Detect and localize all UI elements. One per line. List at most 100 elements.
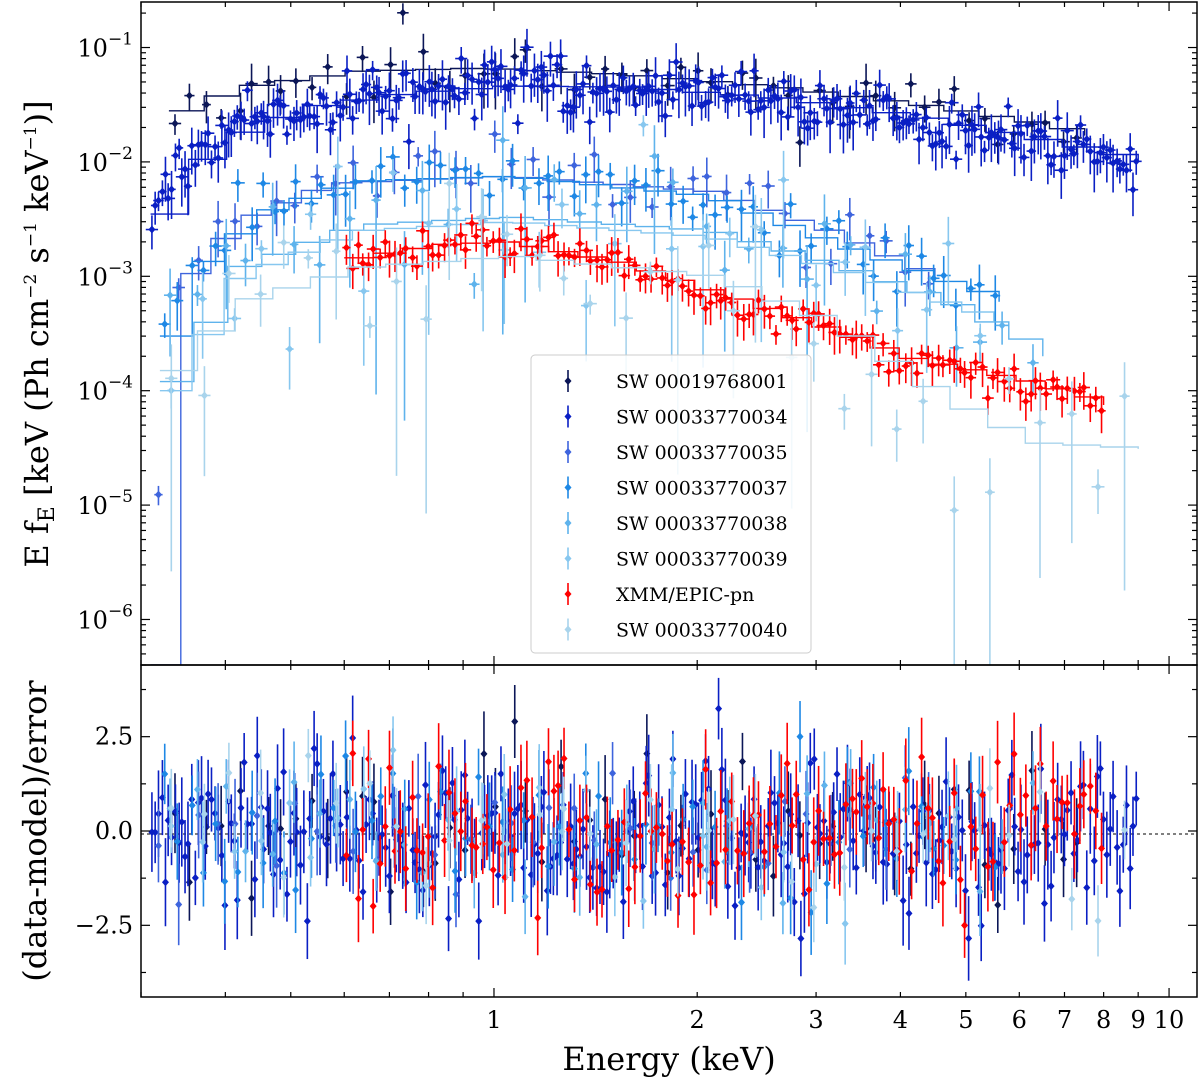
data-point bbox=[576, 209, 584, 218]
data-point bbox=[567, 108, 575, 117]
residual-point bbox=[826, 834, 834, 843]
model-curve bbox=[159, 175, 1000, 337]
residual-point bbox=[555, 822, 563, 831]
data-point bbox=[968, 120, 976, 129]
data-point bbox=[369, 65, 377, 74]
data-point bbox=[339, 103, 347, 112]
data-point bbox=[852, 89, 860, 98]
residual-point bbox=[1132, 794, 1140, 803]
residual-point bbox=[307, 853, 315, 862]
residual-point bbox=[1060, 855, 1068, 864]
data-point bbox=[424, 242, 432, 251]
residual-point bbox=[788, 877, 796, 886]
data-point bbox=[866, 231, 874, 240]
data-point bbox=[435, 251, 443, 260]
data-point bbox=[685, 287, 693, 296]
data-point bbox=[708, 73, 716, 82]
data-point bbox=[820, 321, 828, 330]
data-point bbox=[668, 277, 676, 286]
residual-point bbox=[445, 914, 453, 923]
residual-point bbox=[852, 807, 860, 816]
data-point bbox=[986, 488, 994, 497]
residual-point bbox=[257, 788, 265, 797]
data-point bbox=[366, 321, 374, 330]
data-point bbox=[365, 89, 373, 98]
residual-point bbox=[419, 848, 427, 857]
data-point bbox=[690, 291, 698, 300]
data-point bbox=[462, 245, 470, 254]
data-point bbox=[570, 161, 578, 170]
data-point bbox=[290, 240, 298, 249]
data-point bbox=[586, 256, 594, 265]
data-point bbox=[431, 97, 439, 106]
data-point bbox=[1063, 384, 1071, 393]
data-point bbox=[195, 256, 203, 265]
residual-point bbox=[283, 890, 291, 899]
data-point bbox=[977, 132, 985, 141]
residual-point bbox=[868, 827, 876, 836]
residual-point bbox=[603, 822, 611, 831]
residual-point bbox=[830, 850, 838, 859]
data-point bbox=[879, 339, 887, 348]
residual-point bbox=[517, 783, 525, 792]
residual-point bbox=[771, 798, 779, 807]
data-point bbox=[800, 117, 808, 126]
data-point bbox=[457, 54, 465, 63]
data-point bbox=[204, 129, 212, 138]
data-point bbox=[569, 103, 577, 112]
data-point bbox=[507, 80, 515, 89]
residual-point bbox=[1116, 887, 1124, 896]
data-point bbox=[462, 164, 470, 173]
residual-point bbox=[707, 878, 715, 887]
spectrum-data bbox=[145, 3, 1142, 665]
data-point bbox=[754, 296, 762, 305]
data-point bbox=[721, 266, 729, 275]
residual-point bbox=[961, 921, 969, 930]
data-point bbox=[590, 150, 598, 159]
residual-point bbox=[178, 817, 186, 826]
data-point bbox=[167, 374, 175, 383]
data-point bbox=[495, 236, 503, 245]
data-point bbox=[952, 155, 960, 164]
data-point bbox=[346, 90, 354, 99]
data-point bbox=[603, 87, 611, 96]
data-point bbox=[1093, 157, 1101, 166]
residual-point bbox=[885, 819, 893, 828]
data-point bbox=[375, 88, 383, 97]
residual-point bbox=[962, 886, 970, 895]
data-point bbox=[764, 182, 772, 191]
data-point bbox=[349, 114, 357, 123]
data-point bbox=[598, 262, 606, 271]
residual-point bbox=[1011, 822, 1019, 831]
data-point bbox=[783, 311, 791, 320]
data-point bbox=[586, 73, 594, 82]
data-point bbox=[948, 98, 956, 107]
data-point bbox=[520, 69, 528, 78]
residual-point bbox=[586, 829, 594, 838]
data-point bbox=[847, 240, 855, 249]
data-point bbox=[419, 47, 427, 56]
residual-point bbox=[286, 798, 294, 807]
data-point bbox=[1080, 383, 1088, 392]
data-point bbox=[836, 104, 844, 113]
data-point bbox=[780, 77, 788, 86]
data-point bbox=[164, 194, 172, 203]
residual-point bbox=[810, 903, 818, 912]
data-point bbox=[290, 117, 298, 126]
data-point bbox=[799, 304, 807, 313]
x-tick-label: 4 bbox=[893, 1006, 908, 1034]
data-point bbox=[722, 293, 730, 302]
data-point bbox=[816, 81, 824, 90]
data-point bbox=[472, 232, 480, 241]
data-point bbox=[191, 161, 199, 170]
data-point bbox=[679, 197, 687, 206]
data-point bbox=[741, 91, 749, 100]
data-point bbox=[1063, 126, 1071, 135]
data-point bbox=[1086, 147, 1094, 156]
data-point bbox=[346, 214, 354, 223]
residual-point bbox=[668, 805, 676, 814]
data-point bbox=[475, 169, 483, 178]
data-point bbox=[178, 172, 186, 181]
residual-point bbox=[550, 837, 558, 846]
data-point bbox=[707, 298, 715, 307]
